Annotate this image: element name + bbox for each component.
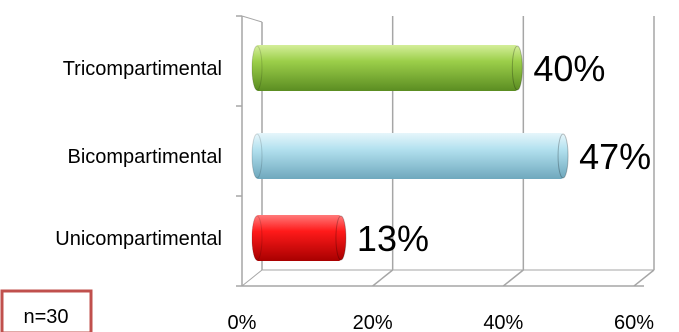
bar-end-cap (511, 45, 523, 91)
data-labels: 40% 47% 13% (357, 48, 651, 259)
bar-end-cap (335, 215, 347, 261)
data-label: 47% (579, 136, 651, 177)
bar-end-cap (557, 133, 569, 179)
bar (251, 133, 569, 179)
category-label: Tricompartimental (63, 58, 222, 80)
bar-left-cap (251, 215, 263, 261)
category-axis-top-depth (241, 15, 263, 23)
gridline-depth (372, 269, 394, 287)
sample-size-label: n=30 (23, 306, 68, 328)
bar-body (252, 215, 345, 261)
gridline-depth (502, 269, 524, 287)
bars (251, 45, 569, 261)
bar-left-cap (251, 133, 263, 179)
x-tick-label: 40% (483, 312, 523, 332)
data-label: 40% (533, 48, 605, 89)
data-label: 13% (357, 218, 429, 259)
category-label: Unicompartimental (55, 228, 222, 250)
bar-body (252, 133, 568, 179)
sample-size-border (0, 289, 93, 332)
category-label: Bicompartimental (67, 146, 222, 168)
x-axis-tick-labels: 0% 20% 40% 60% (228, 312, 655, 332)
x-tick-label: 0% (228, 312, 257, 332)
bar-body (252, 45, 522, 91)
sample-size-box: n=30 (0, 289, 93, 332)
floor-left-depth (241, 269, 263, 287)
bar-left-cap (251, 45, 263, 91)
category-labels: Tricompartimental Bicompartimental Unicomp… (55, 58, 222, 250)
x-tick-label: 20% (353, 312, 393, 332)
x-tick-label: 60% (614, 312, 654, 332)
bar (251, 45, 523, 91)
gridline-depth (633, 269, 655, 287)
bar (251, 215, 347, 261)
